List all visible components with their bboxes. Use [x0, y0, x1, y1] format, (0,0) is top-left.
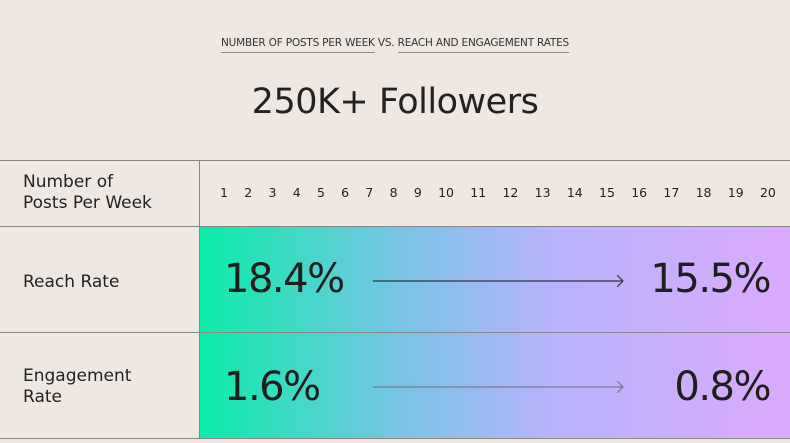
- posts-tick-label: 19: [727, 185, 744, 200]
- posts-tick-label: 13: [534, 185, 551, 200]
- subtitle-part-posts: NUMBER OF POSTS PER WEEK: [220, 37, 375, 53]
- posts-tick-label: 18: [695, 185, 712, 200]
- chart-title: 250K+ Followers: [251, 82, 539, 122]
- row-label-engagement: Engagement Rate: [23, 366, 131, 408]
- header-label-line: Number of: [23, 172, 114, 192]
- posts-tick-label: 7: [365, 185, 374, 200]
- posts-tick-label: 15: [599, 185, 615, 200]
- posts-tick-label: 2: [244, 185, 253, 200]
- posts-tick-label: 4: [292, 185, 301, 200]
- engagement-end-value: 0.8%: [674, 364, 771, 410]
- reach-arrow-icon: [373, 275, 624, 287]
- reach-end-value: 15.5%: [650, 256, 771, 302]
- chart-subtitle: NUMBER OF POSTS PER WEEK VS. REACH AND E…: [0, 37, 790, 53]
- header-label-line: Posts Per Week: [23, 193, 152, 213]
- header-label: Number of Posts Per Week: [23, 172, 152, 214]
- divider-top: [0, 160, 790, 161]
- divider-bottom: [0, 438, 790, 439]
- posts-tick-label: 20: [759, 185, 776, 200]
- divider-column: [199, 160, 200, 439]
- posts-tick-label: 17: [663, 185, 680, 200]
- reach-start-value: 18.4%: [224, 256, 345, 302]
- posts-tick-label: 1: [220, 185, 228, 200]
- row-label-line: Rate: [23, 387, 62, 407]
- posts-tick-label: 3: [268, 185, 277, 200]
- posts-tick-label: 8: [389, 185, 398, 200]
- posts-tick-label: 10: [438, 185, 455, 200]
- engagement-start-value: 1.6%: [224, 364, 321, 410]
- posts-tick-label: 5: [316, 185, 325, 200]
- divider-header: [0, 226, 790, 227]
- row-label-reach: Reach Rate: [23, 272, 120, 292]
- posts-tick-label: 9: [413, 185, 422, 200]
- posts-tick-label: 12: [502, 185, 519, 200]
- row-label-line: Engagement: [23, 366, 132, 386]
- posts-tick-label: 6: [341, 185, 350, 200]
- engagement-arrow-icon: [373, 381, 624, 393]
- gradient-band: [200, 227, 790, 439]
- posts-tick-label: 11: [470, 185, 487, 200]
- posts-tick-label: 16: [631, 185, 648, 200]
- subtitle-separator: VS.: [374, 37, 398, 49]
- posts-tick-label: 14: [566, 185, 583, 200]
- subtitle-part-rates: REACH AND ENGAGEMENT RATES: [397, 37, 569, 53]
- posts-per-week-scale: 1 2 3 4 5 6 7 8 9 10 11 12 13 14 15 16 17 18 19 20: [220, 185, 776, 200]
- divider-row: [0, 332, 790, 333]
